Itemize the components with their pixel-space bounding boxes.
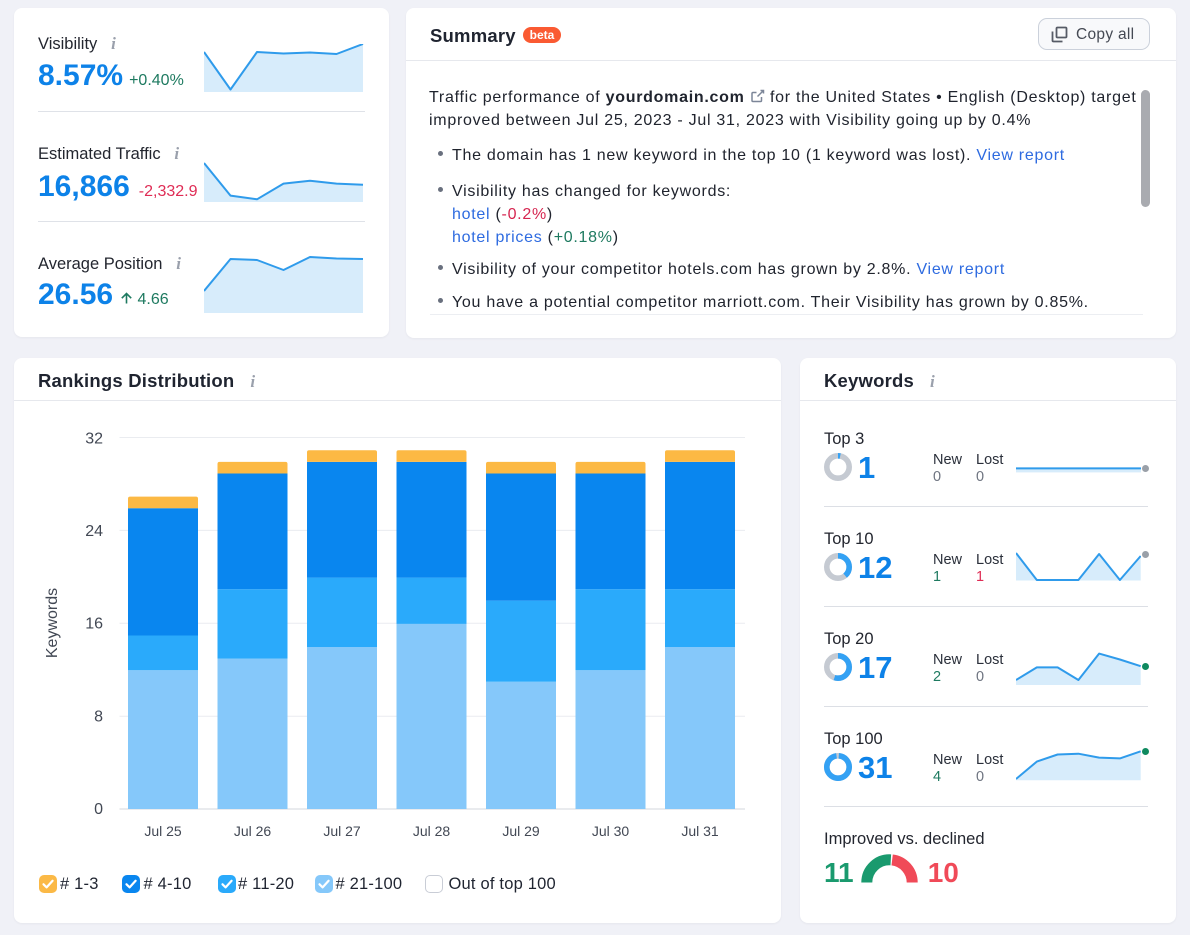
svg-text:Jul 26: Jul 26 (234, 823, 272, 839)
svg-text:8: 8 (94, 708, 103, 725)
svg-text:Keywords: Keywords (44, 588, 61, 658)
svg-text:Jul 31: Jul 31 (681, 823, 719, 839)
svg-text:16: 16 (85, 616, 103, 633)
svg-text:Jul 29: Jul 29 (502, 823, 540, 839)
svg-text:Jul 27: Jul 27 (323, 823, 361, 839)
svg-text:0: 0 (94, 801, 103, 818)
svg-text:Jul 30: Jul 30 (592, 823, 630, 839)
svg-text:Jul 28: Jul 28 (413, 823, 451, 839)
svg-text:24: 24 (85, 523, 103, 540)
svg-text:Jul 25: Jul 25 (144, 823, 182, 839)
svg-text:32: 32 (85, 430, 103, 447)
